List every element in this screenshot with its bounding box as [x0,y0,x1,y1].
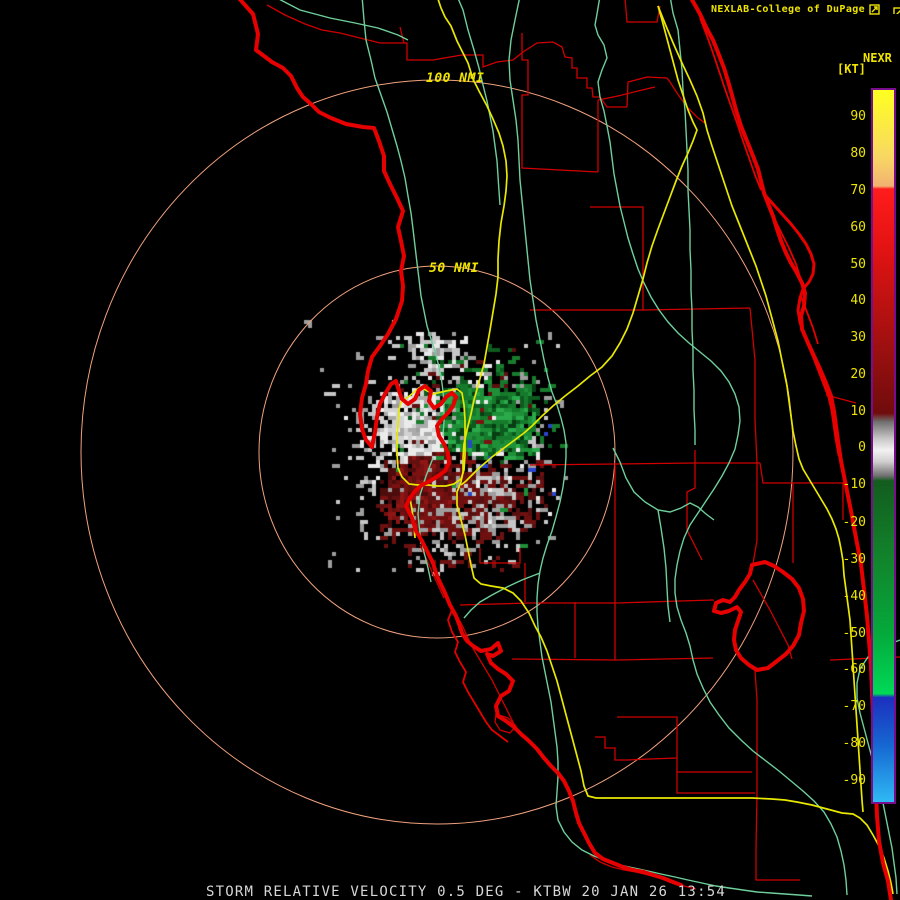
shoreline-detail [447,17,819,743]
colorbar-tick-label: -90 [842,773,866,788]
clipped-edge-glyph [893,3,900,14]
range-ring-label-100nmi: 100 NMI [426,71,485,86]
range-rings [80,79,794,825]
colorbar-tick-label: -70 [842,699,866,714]
unit-label: [KT] [837,62,866,76]
colorbar-tick-label: 0 [858,440,866,455]
app-title: NEXLAB-College of DuPage [711,4,866,15]
colorbar-tick-label: -40 [842,589,866,604]
colorbar-tick-label: -30 [842,552,866,567]
product-caption: STORM RELATIVE VELOCITY 0.5 DEG - KTBW 2… [206,884,726,900]
colorbar-tick-label: 50 [850,257,866,272]
colorbar-tick-label: -20 [842,515,866,530]
colorbar-tick-label: 20 [850,367,866,382]
app-title-row: NEXLAB-College of DuPage [711,4,880,15]
colorbar-tick-label: 10 [850,404,866,419]
colorbar-tick-label: -10 [842,477,866,492]
colorbar-tick-label: 40 [850,293,866,308]
colorbar-tick-label: -60 [842,662,866,677]
range-ring [80,79,794,825]
box-diagonal-arrow-icon [869,4,880,15]
colorbar-tick-label: -80 [842,736,866,751]
secondary-highways [279,0,900,897]
coastline [237,0,893,900]
velocity-colorbar [871,88,896,804]
colorbar-tick-label: 80 [850,146,866,161]
colorbar-tick-label: 30 [850,330,866,345]
county-boundaries [266,0,900,890]
colorbar-tick-label: 70 [850,183,866,198]
range-ring-label-50nmi: 50 NMI [429,261,479,276]
colorbar-tick-label: 90 [850,109,866,124]
box-icon-partial [893,7,900,14]
primary-highways [396,0,894,895]
colorbar-tick-label: 60 [850,220,866,235]
colorbar-tick-label: -50 [842,626,866,641]
product-label: NEXR [863,51,892,65]
